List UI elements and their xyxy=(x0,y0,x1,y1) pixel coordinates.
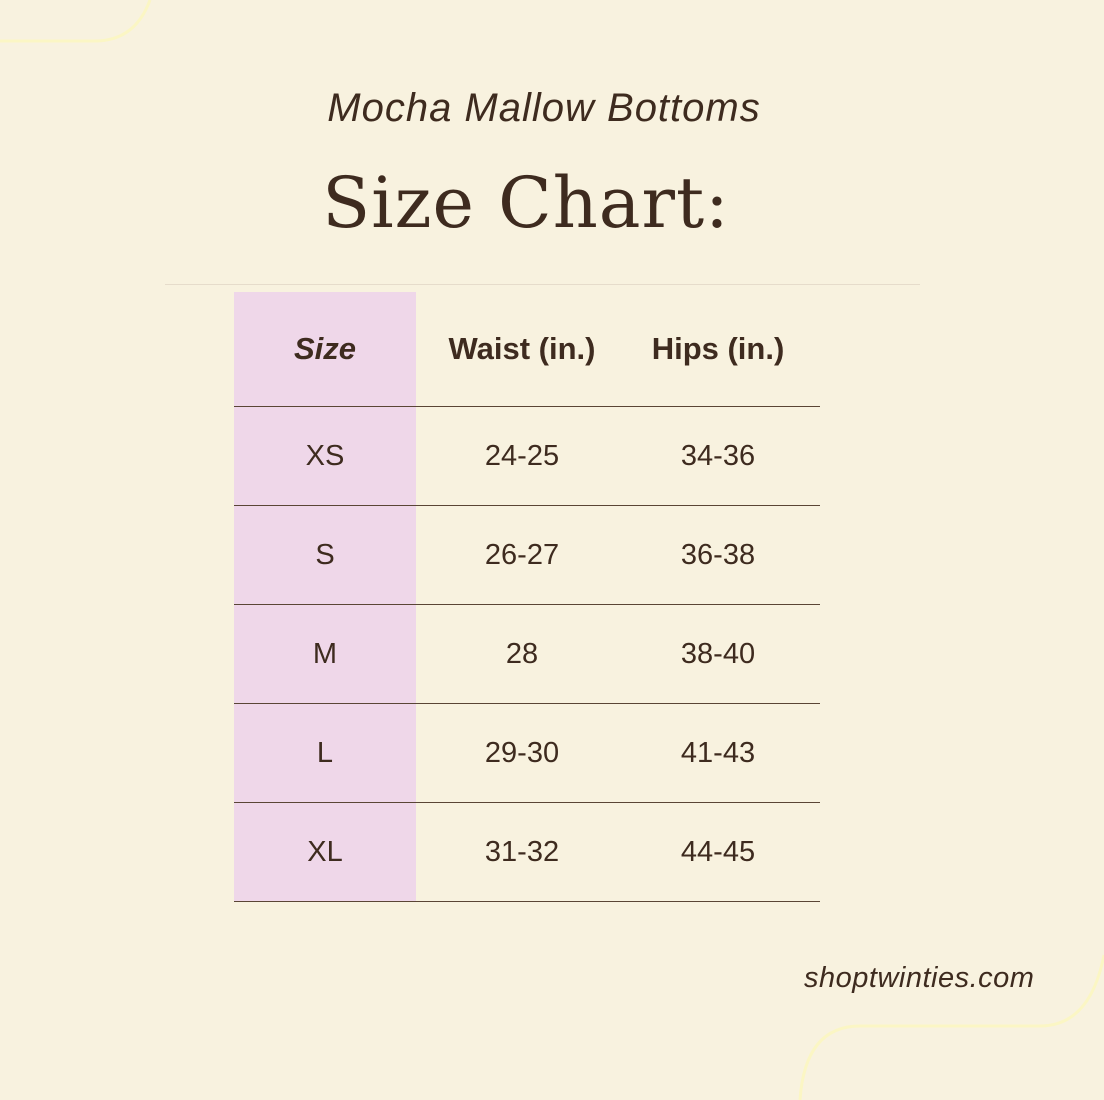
bottom-right-curve xyxy=(798,954,1104,1100)
table-row: XS 24-25 34-36 xyxy=(234,407,820,506)
page-title: Size Chart: xyxy=(322,162,730,244)
header-size: Size xyxy=(293,331,357,366)
waist-cell: 29-30 xyxy=(484,736,560,769)
table-row: XL 31-32 44-45 xyxy=(234,803,820,902)
table-row: L 29-30 41-43 xyxy=(234,704,820,803)
hips-cell: 34-36 xyxy=(680,439,756,472)
waist-cell: 26-27 xyxy=(484,538,560,571)
size-column-highlight xyxy=(234,292,416,901)
top-left-curve xyxy=(0,0,152,43)
table-row: S 26-27 36-38 xyxy=(234,506,820,605)
header-waist: Waist (in.) xyxy=(448,331,596,366)
website-link[interactable]: shoptwinties.com xyxy=(804,962,1035,994)
size-cell: L xyxy=(316,736,334,769)
waist-cell: 28 xyxy=(505,637,539,670)
size-cell: XL xyxy=(307,835,343,868)
size-cell: M xyxy=(312,637,338,670)
table-row: M 28 38-40 xyxy=(234,605,820,704)
table-header: Size Waist (in.) Hips (in.) xyxy=(234,292,820,407)
size-cell: XS xyxy=(305,439,345,472)
hips-cell: 36-38 xyxy=(680,538,756,571)
waist-cell: 31-32 xyxy=(484,835,560,868)
product-subtitle: Mocha Mallow Bottoms xyxy=(327,86,761,130)
hips-cell: 41-43 xyxy=(680,736,756,769)
waist-cell: 24-25 xyxy=(484,439,560,472)
hips-cell: 38-40 xyxy=(680,637,756,670)
header-hips: Hips (in.) xyxy=(651,331,785,366)
hips-cell: 44-45 xyxy=(680,835,756,868)
divider xyxy=(165,284,920,285)
size-cell: S xyxy=(315,538,335,571)
